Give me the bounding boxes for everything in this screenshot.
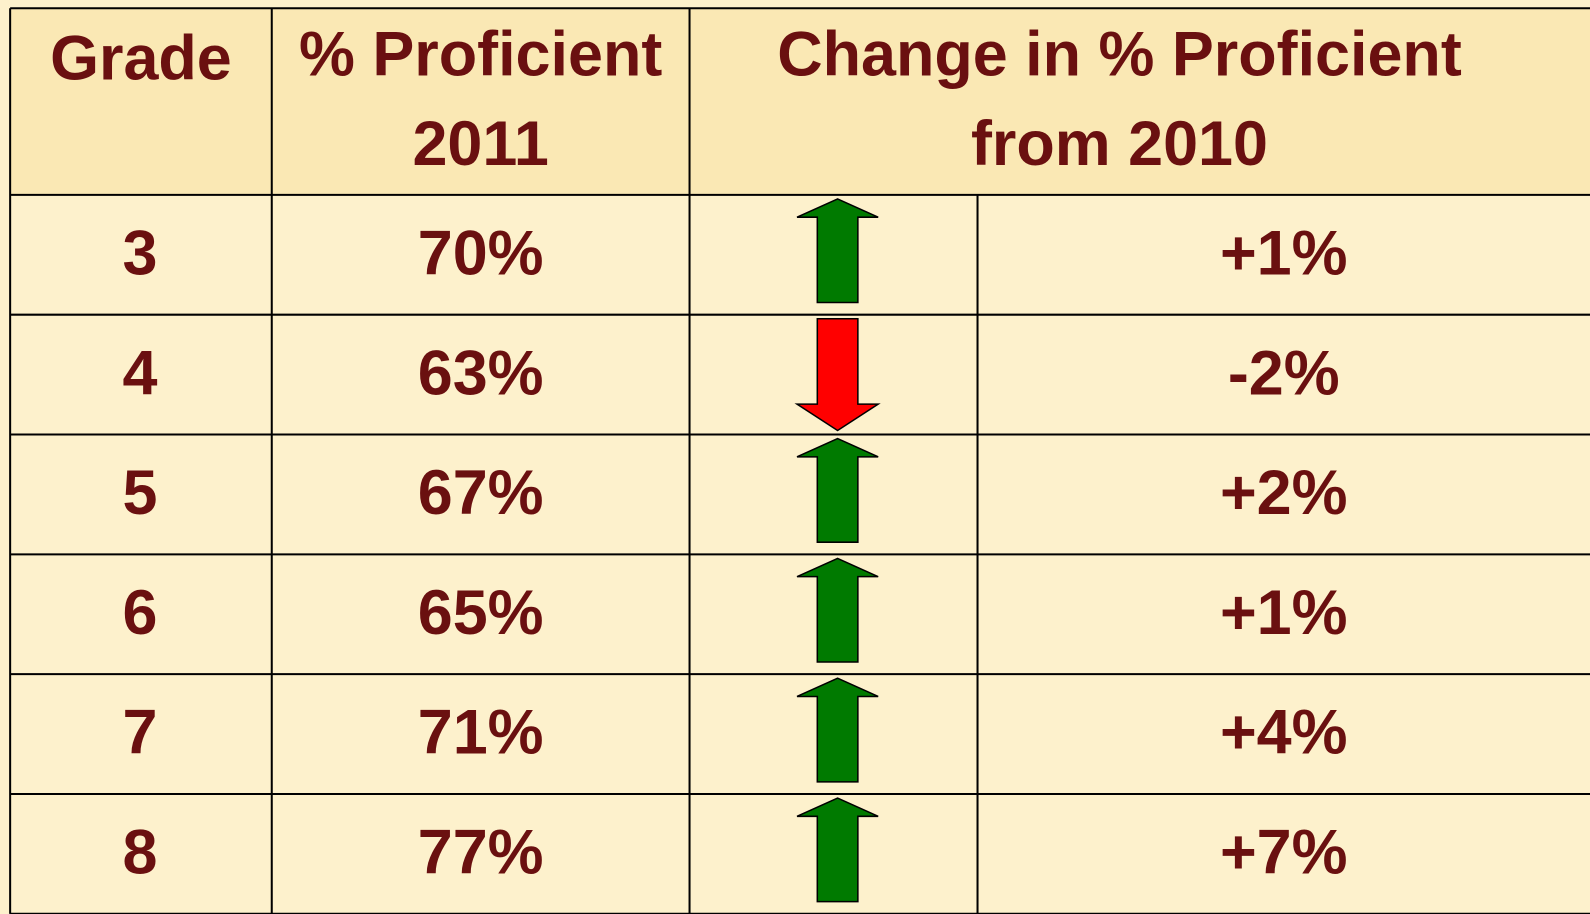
change-cell: +7% <box>1220 818 1348 888</box>
up-arrow <box>796 198 879 304</box>
up-arrow <box>796 557 879 663</box>
proficient-cell: 77% <box>418 818 544 888</box>
proficient-cell: 65% <box>418 578 544 648</box>
up-arrow <box>796 677 879 783</box>
proficient-cell: 63% <box>418 338 544 408</box>
proficient-cell: 71% <box>418 698 544 768</box>
grade-cell: 3 <box>122 218 157 288</box>
header-cell: 2011 <box>412 109 548 179</box>
proficient-cell: 67% <box>418 458 544 528</box>
grade-cell: 6 <box>122 578 157 648</box>
grade-cell: 7 <box>122 698 157 768</box>
up-arrow <box>796 437 879 543</box>
grade-cell: 4 <box>122 338 157 408</box>
down-arrow <box>794 317 881 432</box>
header-background <box>10 8 1590 195</box>
change-cell: -2% <box>1228 338 1340 408</box>
change-cell: +4% <box>1220 698 1348 768</box>
header-cell: Change in % Proficient <box>777 20 1462 90</box>
header-cell: % Proficient <box>299 20 662 90</box>
change-cell: +1% <box>1220 578 1348 648</box>
grade-cell: 8 <box>122 818 157 888</box>
change-cell: +1% <box>1220 218 1348 288</box>
up-arrow <box>796 797 879 903</box>
header-cell: from 2010 <box>971 109 1268 179</box>
proficient-cell: 70% <box>418 218 544 288</box>
change-cell: +2% <box>1220 458 1348 528</box>
header-cell: Grade <box>50 24 232 94</box>
grade-cell: 5 <box>122 458 157 528</box>
